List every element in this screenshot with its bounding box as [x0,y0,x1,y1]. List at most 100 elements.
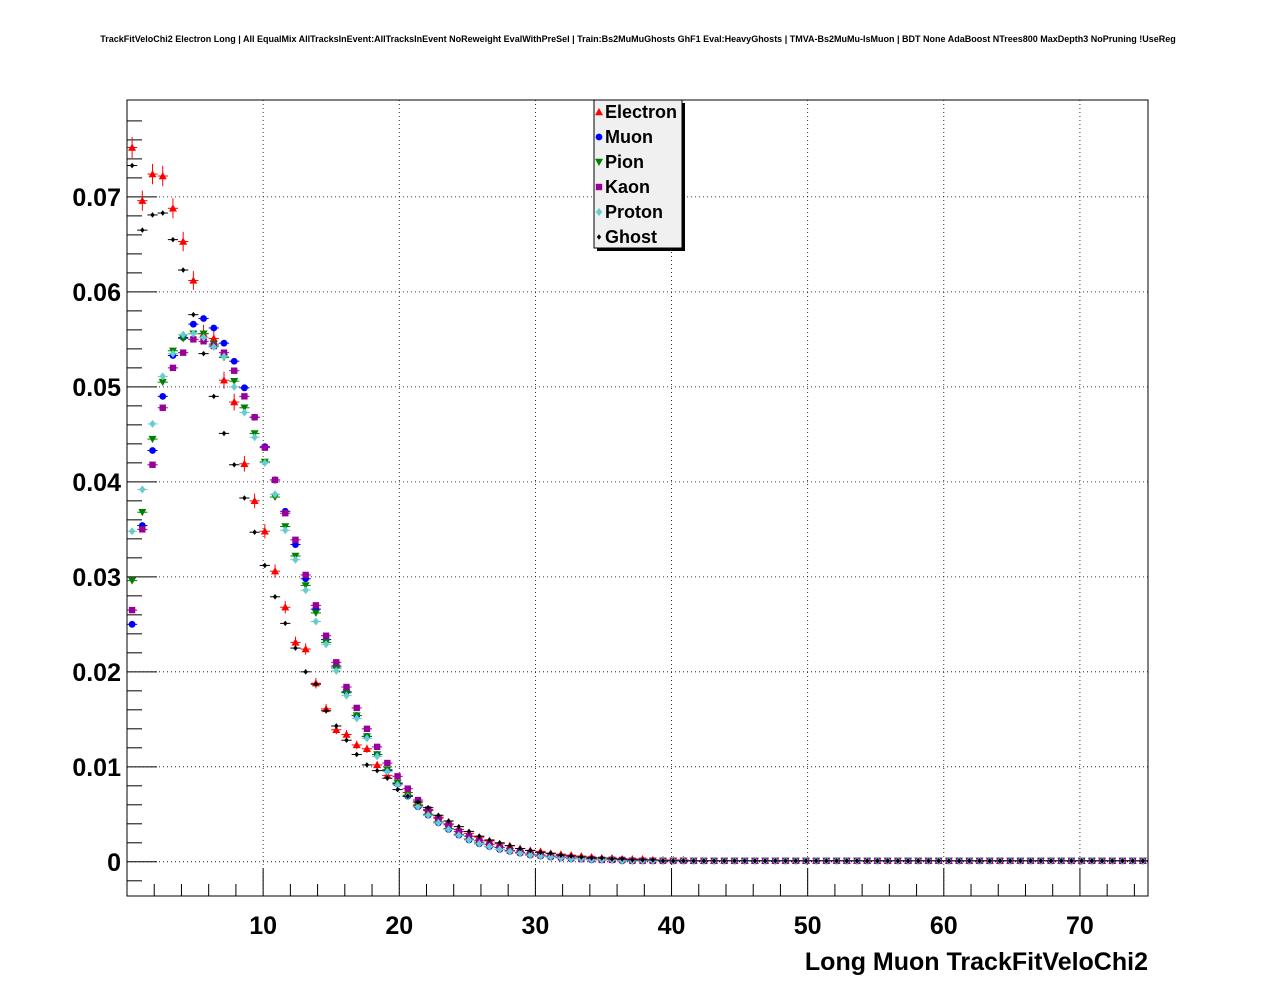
legend-label: Ghost [605,227,657,247]
data-point [619,856,625,862]
data-point [732,858,737,864]
data-point [261,458,269,467]
data-point [200,333,207,342]
data-point [373,743,381,751]
data-point [220,352,228,361]
data-point [1048,858,1054,864]
data-point [343,683,350,691]
data-point [191,311,196,318]
data-marks [127,137,1148,865]
data-point [312,602,320,609]
data-point [332,725,341,733]
data-point [517,845,523,852]
data-point [334,723,339,729]
data-point [179,349,187,356]
data-point [660,858,666,864]
data-point [885,858,890,864]
data-point [128,527,136,536]
data-point [1028,858,1033,864]
data-point [150,212,155,218]
data-point [293,645,298,651]
data-point [149,461,156,468]
legend-marker [596,234,602,240]
y-tick-label: 0.06 [72,279,121,307]
data-point [201,350,206,357]
data-point [342,730,351,738]
x-axis-title: Long Muon TrackFitVeloChi2 [805,948,1148,976]
data-point [230,398,239,406]
data-point [630,857,635,863]
data-point [681,858,686,864]
legend-entry-ghost: Ghost [596,227,657,247]
data-point [425,804,431,811]
data-point [282,509,289,517]
y-tick-label: 0.03 [72,564,121,592]
data-point [424,811,432,820]
data-point [456,823,462,830]
data-point [946,858,952,864]
data-point [352,740,361,749]
data-point [445,825,452,834]
data-point [384,759,391,767]
data-point [302,571,309,579]
data-point [139,526,146,533]
x-tick-label: 20 [385,912,413,940]
data-point [579,854,584,860]
series-ghost [127,162,1148,864]
data-point [189,276,198,284]
data-point [506,847,514,856]
data-point [486,842,493,851]
legend-entry-proton: Proton [595,202,663,222]
legend-label: Proton [605,202,663,222]
data-point [231,367,238,374]
data-point [158,171,167,180]
x-tick-label: 50 [794,912,822,940]
data-point [711,858,717,864]
data-point [128,620,136,628]
data-point [466,828,472,835]
y-tick-label: 0.07 [72,184,121,212]
data-point [220,339,228,347]
data-point [200,315,207,322]
x-tick-label: 30 [521,912,549,940]
data-point [159,392,167,400]
x-tick-label: 10 [249,912,277,940]
data-point [987,858,992,864]
data-point [129,162,135,169]
data-point [333,666,340,675]
data-point [138,196,147,204]
data-point [301,645,310,653]
x-tick-label: 70 [1066,912,1094,940]
data-point [148,435,157,444]
data-point [374,767,380,774]
data-point [179,237,188,245]
data-point [271,567,280,575]
data-point [926,858,931,864]
data-point [149,419,156,428]
data-point [291,638,300,646]
data-point [353,704,360,712]
data-point [250,496,259,505]
data-point [363,725,371,733]
data-point [128,606,136,614]
data-point [496,845,503,854]
data-point [210,342,217,351]
data-point [180,267,186,273]
data-point [1038,858,1043,864]
data-point [1130,858,1135,864]
data-point [752,858,758,864]
data-point [241,408,248,417]
data-point [240,404,249,412]
data-point [149,447,156,454]
data-point [251,414,258,421]
data-point [211,393,216,400]
data-point [242,495,247,501]
data-point [354,751,359,758]
data-point [302,586,309,595]
data-point [436,812,441,819]
data-point [916,858,921,864]
data-point [905,858,911,864]
y-tick-label: 0 [107,849,121,877]
data-point [465,835,473,844]
